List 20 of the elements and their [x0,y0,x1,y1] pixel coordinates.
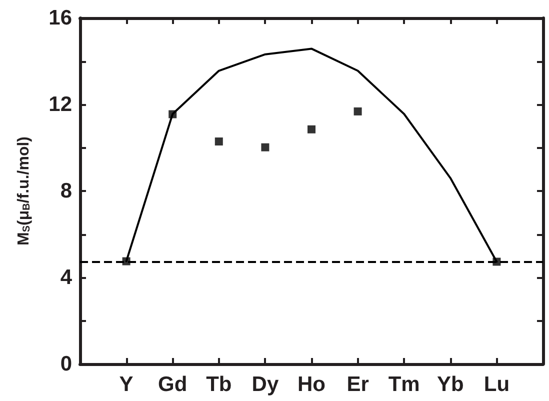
point [308,125,316,134]
x-tick-label: Yb [436,373,464,396]
x-tick-label: Gd [158,373,188,396]
point [214,137,223,146]
x-tick-label: Er [346,373,369,396]
x-tick-label: Ho [298,373,326,396]
y-tick-label: 0 [60,352,72,376]
y-tick-label: 16 [48,6,72,30]
y-tick-label: 4 [60,266,72,289]
y-tick-label: 8 [60,180,72,202]
x-tick-label: Lu [484,373,510,396]
x-tick-label: Dy [252,373,279,396]
x-tick-label: Tb [206,373,232,396]
point [354,107,362,116]
y-axis-title: MS(μB/f.u./mol) [16,136,32,246]
point [168,110,177,118]
y-tick-label: 12 [48,93,72,116]
point [261,143,270,152]
x-tick-label: Tm [388,373,420,396]
x-tick-label: Y [119,373,134,396]
